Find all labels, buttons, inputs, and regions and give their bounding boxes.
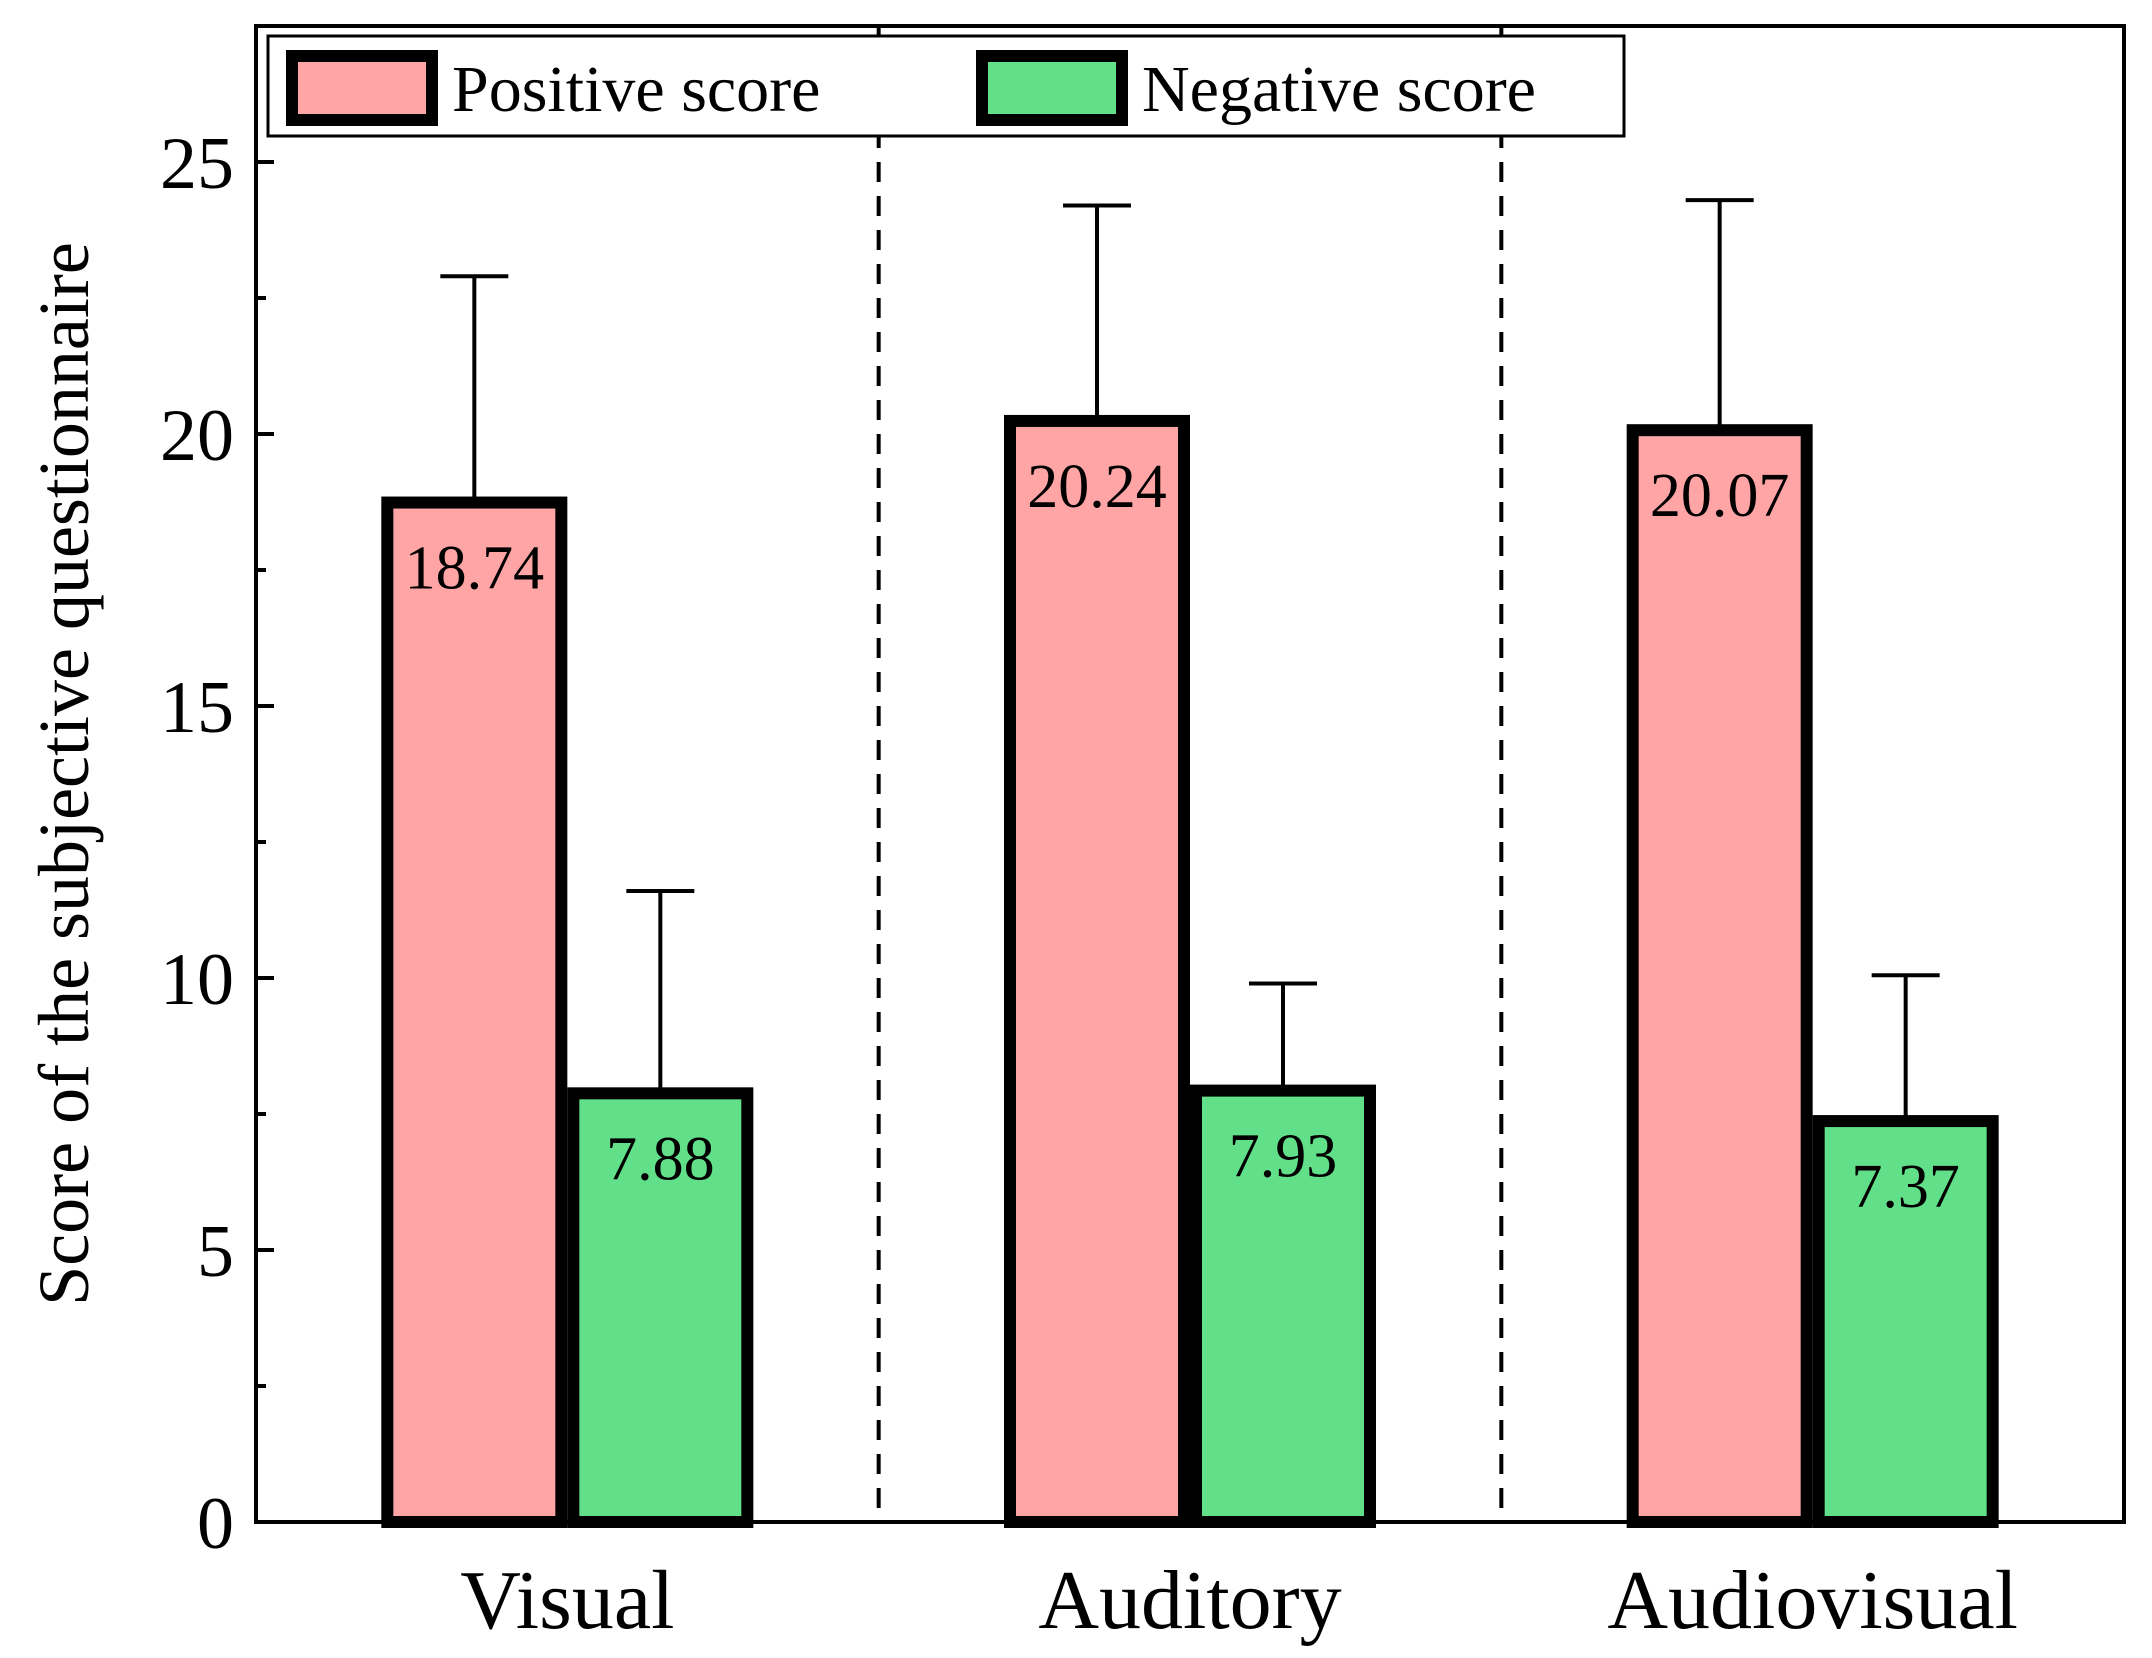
positive-score-bar[interactable] xyxy=(381,496,568,1528)
legend-label: Negative score xyxy=(1142,53,1536,126)
y-tick-label: 20 xyxy=(160,395,234,477)
bar-value-label: 7.93 xyxy=(1229,1123,1338,1191)
y-tick-label: 15 xyxy=(160,667,234,749)
legend-label: Positive score xyxy=(452,53,820,126)
bar-value-labels: 18.74 7.88 20.24 7.93 20.07 7.37 xyxy=(405,453,1960,1221)
x-category-label: Audiovisual xyxy=(1607,1554,2018,1647)
y-axis-title: Score of the subjective questionnaire xyxy=(24,242,104,1306)
y-axis: 0 5 10 15 20 25 xyxy=(160,24,274,1565)
group-separators xyxy=(876,26,1504,1522)
legend[interactable]: Positive score Negative score xyxy=(266,34,1626,138)
bar-value-label: 18.74 xyxy=(405,535,545,603)
positive-score-bar[interactable] xyxy=(1004,414,1190,1529)
bars xyxy=(381,414,1999,1529)
y-tick-label: 0 xyxy=(197,1483,234,1565)
y-tick-label: 5 xyxy=(197,1211,234,1293)
negative-score-legend-swatch[interactable] xyxy=(976,50,1128,126)
x-axis-category-labels: Visual Auditory Audiovisual xyxy=(460,1554,2018,1647)
y-tick-label: 10 xyxy=(160,939,234,1021)
bar-value-label: 7.88 xyxy=(606,1125,715,1193)
legend-box xyxy=(266,34,1626,138)
x-category-label: Visual xyxy=(460,1554,674,1647)
plot-area-frame xyxy=(254,24,2126,1524)
bar-value-label: 20.24 xyxy=(1027,453,1167,521)
y-tick-label: 25 xyxy=(160,123,234,205)
bar-value-label: 20.07 xyxy=(1650,462,1790,530)
x-category-label: Auditory xyxy=(1038,1554,1341,1647)
bar-value-label: 7.37 xyxy=(1851,1153,1960,1221)
positive-score-legend-swatch[interactable] xyxy=(286,50,438,126)
positive-score-bar[interactable] xyxy=(1626,424,1813,1528)
error-bars xyxy=(440,198,1940,1122)
